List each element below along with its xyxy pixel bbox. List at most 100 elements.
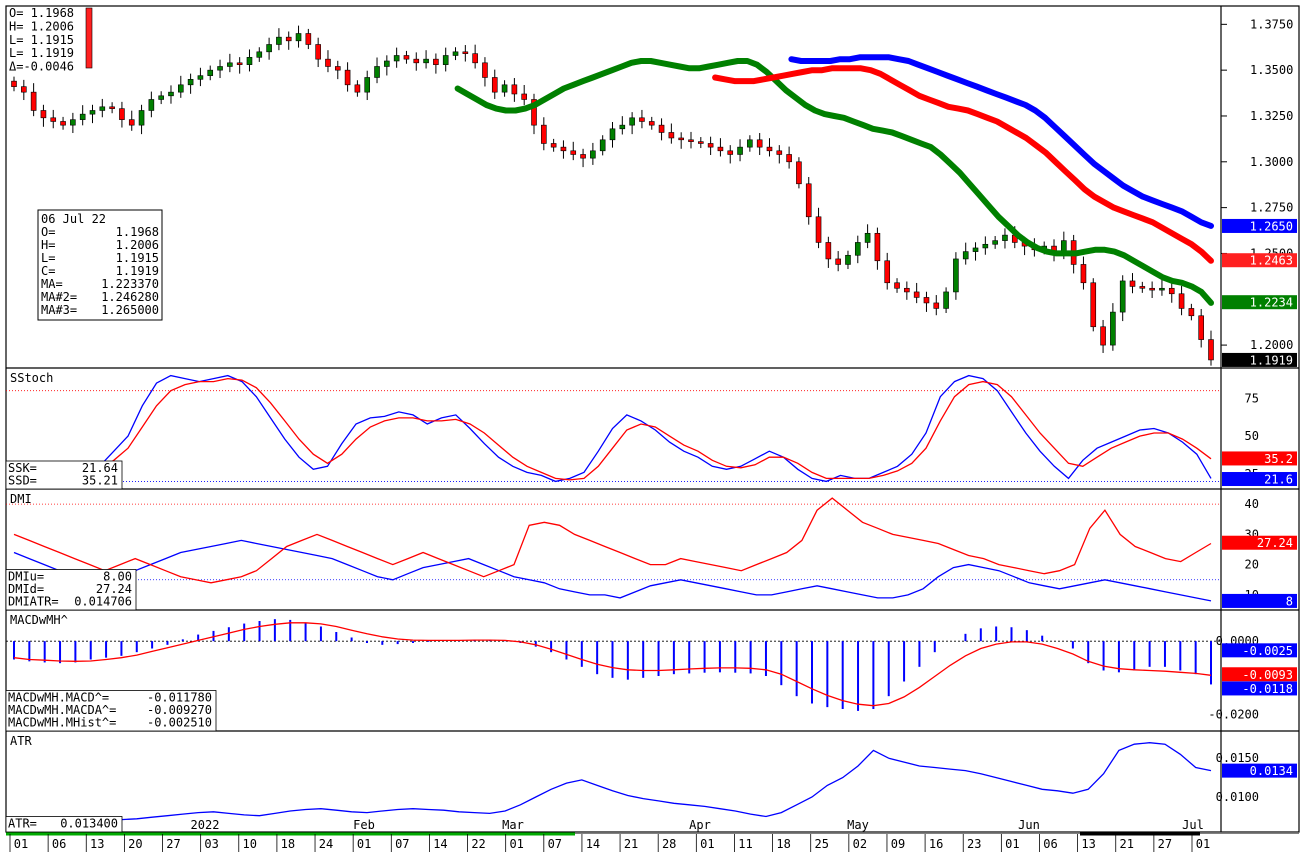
candle-body — [707, 143, 714, 148]
candle-body — [138, 110, 145, 126]
panel-tick-label: 40 — [1245, 497, 1259, 511]
x-day-label: 13 — [1081, 837, 1095, 851]
candle-body — [128, 119, 135, 126]
price-last-label-box — [1222, 352, 1297, 367]
x-month-label: Feb — [353, 818, 375, 832]
x-day-label: 24 — [319, 837, 333, 851]
data-window-label: MA#2= — [41, 290, 77, 304]
candle-body — [1002, 234, 1008, 241]
candle-body — [648, 121, 655, 126]
panel-legend-box — [5, 690, 217, 732]
x-day-label: 18 — [281, 837, 295, 851]
candle-body — [550, 143, 557, 148]
candle-body — [403, 55, 410, 60]
candle-body — [992, 240, 998, 245]
candle-body — [236, 62, 243, 65]
candle-body — [227, 62, 233, 67]
panel-title: DMI — [10, 492, 32, 506]
candle-body — [639, 117, 645, 122]
candle-body — [354, 84, 361, 93]
chart-frame — [5, 5, 1300, 833]
candle-body — [50, 117, 57, 122]
ohlc-marker-bar — [85, 7, 93, 69]
ohlc-readout-line: O= 1.1968 — [9, 6, 74, 20]
price-last-label-ma3: 1.2650 — [1250, 219, 1293, 233]
candle-body — [962, 251, 969, 260]
candle-body — [452, 51, 459, 56]
candle-body — [207, 69, 214, 76]
panel-legend-label: MACDwMH.MHist^= — [8, 716, 116, 730]
panel-last-label: 8 — [1286, 594, 1293, 608]
panel-last-label: -0.0025 — [1242, 644, 1293, 658]
candle-body — [845, 254, 851, 265]
candle-body — [1178, 293, 1185, 309]
candle-body — [364, 77, 371, 93]
ohlc-readout-line: L= 1.1919 — [9, 46, 74, 60]
candle-body — [433, 58, 439, 65]
x-day-label: 03 — [204, 837, 218, 851]
candle-body — [835, 258, 841, 265]
x-month-label: Mar — [502, 818, 524, 832]
candle-body — [423, 58, 429, 64]
panel-tick-label: 0.0100 — [1216, 790, 1259, 804]
panel-last-label-box — [1222, 667, 1297, 682]
candle-body — [805, 183, 812, 218]
price-last-label-ma1: 1.2234 — [1250, 296, 1293, 310]
panel-dmi: DMI4030201027.248DMIu=8.00DMId=27.24DMIA… — [5, 492, 1297, 611]
candle-body — [923, 297, 930, 304]
x-axis-band — [6, 834, 1299, 852]
x-month-label: Apr — [689, 818, 711, 832]
x-day-label: 21 — [1120, 837, 1134, 851]
candle-body — [256, 51, 263, 58]
candle-body — [786, 154, 792, 163]
x-day-label: 16 — [929, 837, 943, 851]
x-month-label: 2022 — [191, 818, 220, 832]
panel-legend-label: ATR= — [8, 817, 37, 831]
candle-body — [698, 141, 704, 144]
candle-body — [541, 124, 547, 144]
candle-body — [197, 75, 204, 80]
candle-body — [21, 86, 27, 93]
candle-body — [1119, 280, 1126, 313]
candle-body — [796, 161, 802, 185]
data-window-value: 1.1919 — [116, 264, 159, 278]
price-last-label-box — [1222, 295, 1297, 310]
panel-legend-label: DMIu= — [8, 570, 44, 584]
panel-legend-box — [5, 569, 137, 611]
x-day-label: 18 — [776, 837, 790, 851]
x-day-label: 23 — [967, 837, 981, 851]
panel-tick-label: 75 — [1245, 391, 1259, 405]
candle-body — [158, 95, 164, 100]
x-month-label: May — [847, 818, 869, 832]
candle-body — [325, 58, 331, 67]
indicator-line-atr — [13, 742, 1212, 825]
candle-body — [1110, 311, 1116, 346]
x-day-label: 01 — [14, 837, 28, 851]
candle-body — [619, 124, 626, 130]
candle-body — [953, 258, 959, 293]
data-window-label: C= — [41, 264, 55, 278]
panel-last-label: 0.0134 — [1250, 764, 1293, 778]
candle-body — [79, 113, 86, 120]
candle-body — [1139, 286, 1146, 289]
x-day-label: 01 — [509, 837, 523, 851]
candle-body — [501, 84, 508, 93]
x-day-label: 27 — [166, 837, 180, 851]
x-day-label: 10 — [243, 837, 257, 851]
candle-body — [1198, 315, 1204, 340]
price-last-label-box — [1222, 253, 1297, 268]
x-day-label: 27 — [1158, 837, 1172, 851]
candle-body — [462, 51, 469, 54]
candle-body — [246, 57, 253, 65]
panel-last-label-box — [1222, 643, 1297, 658]
candle-body — [1188, 308, 1195, 317]
candle-body — [688, 139, 694, 142]
panel-legend-label: SSD= — [8, 474, 37, 488]
x-day-label: 06 — [52, 837, 66, 851]
panel-last-label-box — [1222, 593, 1297, 608]
candle-body — [943, 291, 949, 309]
price-last-label-ma2: 1.2463 — [1250, 254, 1293, 268]
data-window-label: MA= — [41, 277, 63, 291]
